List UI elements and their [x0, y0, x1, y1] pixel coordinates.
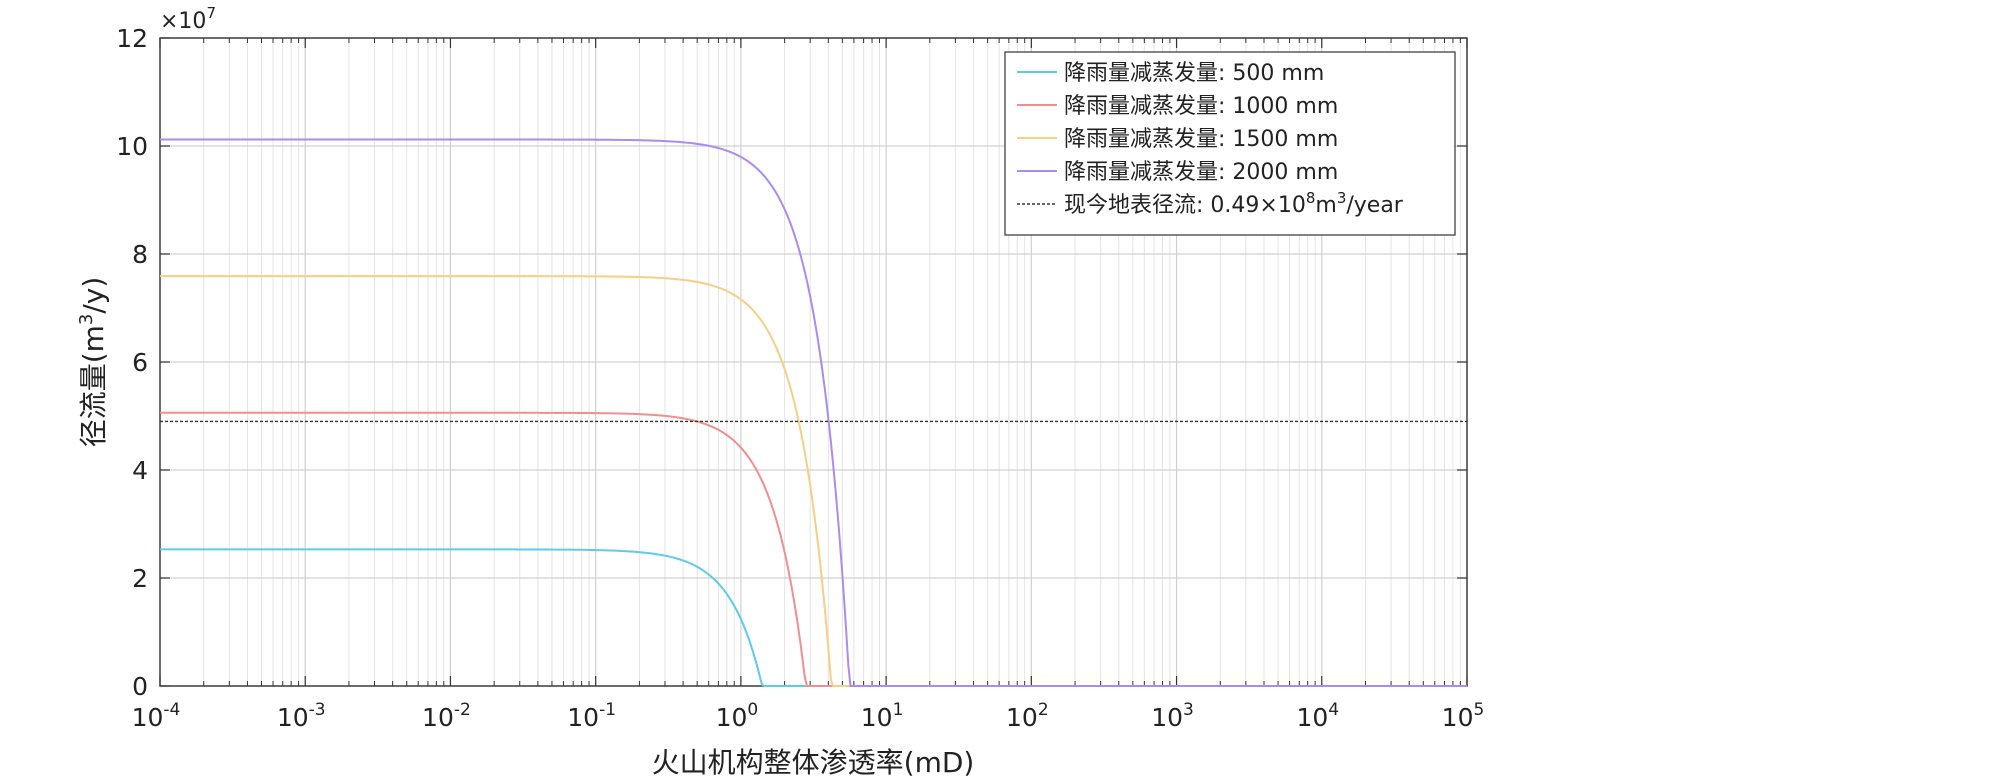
y-tick-label: 12 — [116, 24, 148, 53]
y-tick-label: 0 — [132, 672, 148, 701]
legend-label-2: 降雨量减蒸发量: 1000 mm — [1064, 94, 1338, 119]
tick-labels: 10-4 10-3 10-2 10-1 100 101 102 103 104 105 0 2 4 6 8 1… — [116, 24, 1484, 732]
series-line-3 — [160, 275, 1467, 687]
x-tick-label: 10-4 — [132, 700, 181, 732]
legend-label-3: 降雨量减蒸发量: 1500 mm — [1064, 127, 1338, 152]
x-tick-label: 10-2 — [422, 700, 471, 732]
x-tick-label: 100 — [716, 700, 759, 732]
y-tick-label: 10 — [116, 132, 148, 161]
x-tick-label: 10-3 — [277, 700, 326, 732]
legend-label-1: 降雨量减蒸发量: 500 mm — [1064, 61, 1324, 86]
legend-box — [1004, 51, 1456, 236]
legend: 降雨量减蒸发量: 500 mm 降雨量减蒸发量: 1000 mm 降雨量减蒸发量: … — [1004, 51, 1456, 236]
y-tick-label: 6 — [132, 348, 148, 377]
legend-label-4: 降雨量减蒸发量: 2000 mm — [1064, 160, 1338, 185]
legend-label-reference: 现今地表径流: 0.49×108m3/year — [1064, 189, 1404, 218]
x-tick-label: 105 — [1442, 700, 1485, 732]
x-tick-label: 101 — [861, 700, 904, 732]
tick-marks — [159, 37, 1468, 687]
series-layer — [160, 138, 1467, 687]
x-tick-label: 104 — [1296, 700, 1339, 732]
y-tick-label: 4 — [132, 456, 148, 485]
y-exponent-label: ×107 — [160, 4, 216, 34]
x-tick-label: 103 — [1151, 700, 1194, 732]
x-axis-label: 火山机构整体渗透率(mD) — [652, 746, 975, 779]
y-tick-label: 2 — [132, 564, 148, 593]
series-line-1 — [160, 548, 1467, 687]
y-axis-label: 径流量(m3/y) — [76, 277, 110, 448]
x-tick-label: 102 — [1006, 700, 1049, 732]
series-line-4 — [160, 138, 1467, 687]
y-tick-label: 8 — [132, 240, 148, 269]
x-tick-label: 10-1 — [567, 700, 616, 732]
